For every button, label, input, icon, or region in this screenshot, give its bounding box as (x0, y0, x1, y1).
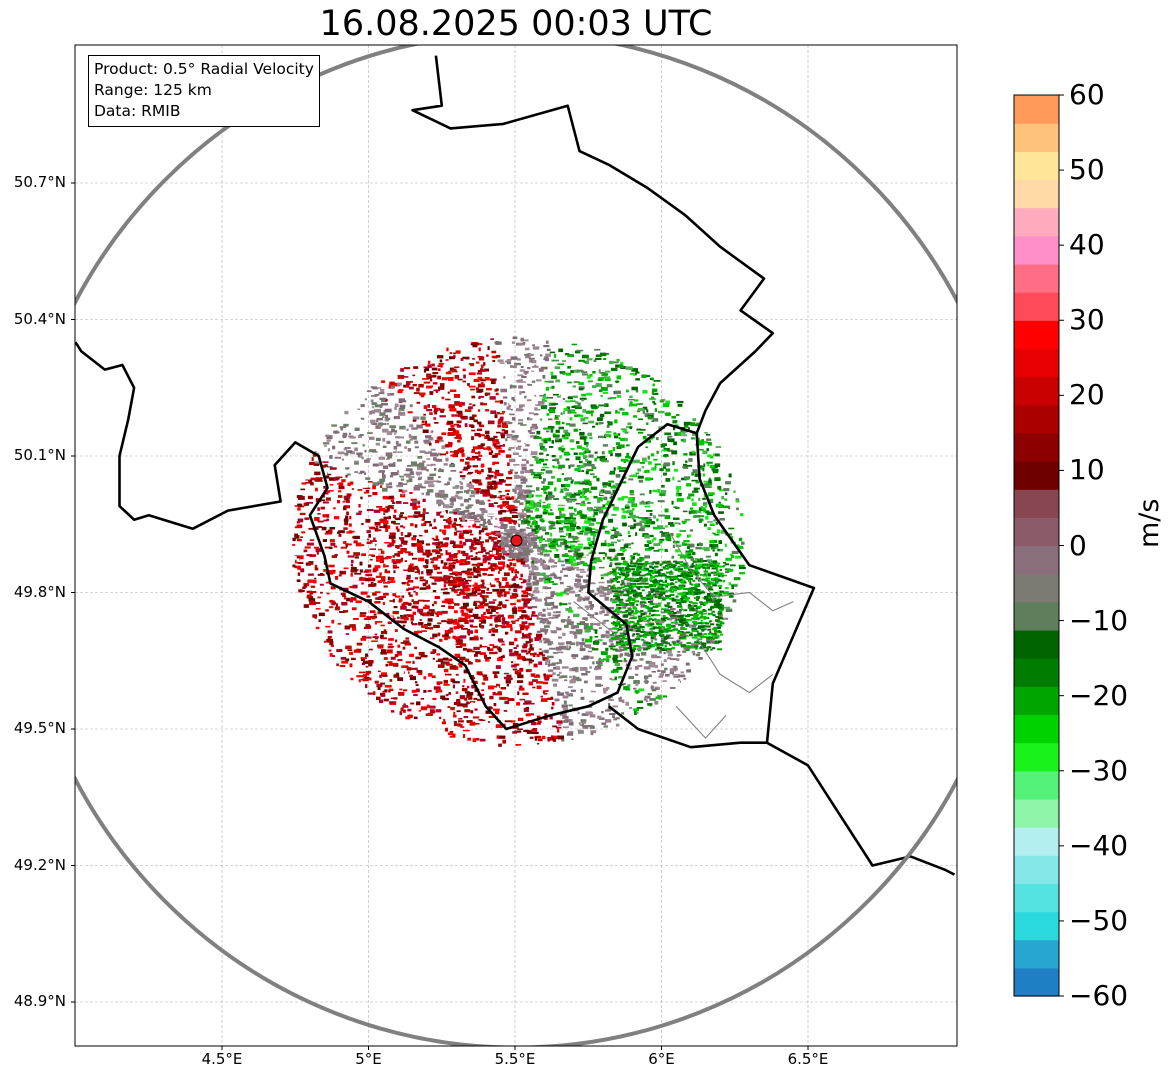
admin-border (573, 601, 621, 639)
colorbar-segment (1014, 207, 1059, 237)
lat-tick-label: 49.5°N (13, 719, 66, 737)
lon-tick-label: 5°E (355, 1050, 382, 1068)
lat-tick-label: 50.1°N (13, 446, 66, 464)
info-product: Product: 0.5° Radial Velocity (94, 60, 314, 78)
colorbar-tick-label: −60 (1069, 978, 1129, 1012)
colorbar-tick-label: 20 (1069, 378, 1105, 412)
colorbar-segment (1014, 517, 1059, 547)
lat-tick-label: 48.9°N (13, 992, 66, 1010)
country-borders (75, 55, 956, 876)
colorbar-tick-label: −30 (1069, 753, 1129, 787)
colorbar-tick-label: 40 (1069, 227, 1105, 261)
axis-ticks (71, 182, 809, 1050)
colorbar-segment (1014, 461, 1059, 490)
colorbar-segment (1014, 714, 1059, 744)
colorbar-segment (1014, 123, 1059, 152)
colorbar-segment (1014, 376, 1059, 406)
colorbar (1013, 94, 1064, 997)
luxembourg-border (608, 433, 816, 749)
product-info-box: Product: 0.5° Radial Velocity Range: 125… (88, 55, 320, 127)
colorbar-segment (1014, 686, 1059, 716)
colorbar-tick-label: 30 (1069, 303, 1105, 337)
map-frame (74, 44, 958, 1047)
colorbar-segment (1014, 939, 1059, 969)
lat-tick-label: 50.4°N (13, 309, 66, 328)
lat-tick-label: 49.8°N (13, 582, 66, 601)
admin-border (696, 637, 774, 694)
colorbar-segment (1014, 95, 1059, 124)
colorbar-segment (1014, 545, 1059, 575)
belgium-border (75, 55, 775, 731)
colorbar-segment (1014, 151, 1059, 181)
range-ring (75, 45, 957, 1046)
colorbar-segment (1014, 320, 1059, 350)
colorbar-segment (1014, 235, 1059, 265)
colorbar-segment (1014, 629, 1059, 659)
france-germany-border (766, 741, 956, 876)
colorbar-segment (1014, 883, 1059, 913)
colorbar-segment (1014, 432, 1059, 462)
map-title: 16.08.2025 00:03 UTC (319, 4, 713, 44)
colorbar-tick-label: 60 (1069, 77, 1105, 111)
colorbar-segment (1014, 827, 1059, 856)
colorbar-segment (1014, 263, 1059, 293)
colorbar-segment (1014, 855, 1059, 884)
colorbar-tick-label: 0 (1069, 528, 1087, 562)
colorbar-segment (1014, 742, 1059, 772)
lat-tick-label: 49.2°N (13, 855, 66, 874)
colorbar-tick-label: 10 (1069, 453, 1105, 487)
colorbar-segment (1014, 404, 1059, 434)
colorbar-segment (1014, 658, 1059, 687)
colorbar-segment (1014, 292, 1059, 321)
colorbar-tick-label: −10 (1069, 603, 1129, 637)
info-data-source: Data: RMIB (94, 102, 181, 120)
colorbar-segment (1014, 179, 1059, 209)
colorbar-tick-label: −50 (1069, 903, 1129, 937)
colorbar-segment (1014, 798, 1059, 828)
lon-tick-label: 5.5°E (494, 1050, 536, 1068)
colorbar-tick-label: 50 (1069, 152, 1105, 186)
colorbar-tick-label: −40 (1069, 828, 1129, 862)
colorbar-segment (1014, 348, 1059, 378)
colorbar-segment (1014, 489, 1059, 518)
colorbar-segment (1014, 770, 1059, 800)
colorbar-segment (1014, 911, 1059, 941)
admin-border (675, 705, 727, 739)
lon-tick-label: 6.5°E (787, 1050, 829, 1068)
colorbar-unit-label: m/s (1134, 498, 1165, 548)
colorbar-tick-label: −20 (1069, 678, 1129, 712)
lon-tick-label: 6°E (648, 1050, 675, 1068)
colorbar-segment (1014, 573, 1059, 603)
radar-site-marker (510, 534, 523, 547)
admin-border (669, 533, 794, 612)
lon-tick-label: 4.5°E (201, 1050, 243, 1068)
colorbar-segment (1014, 601, 1059, 631)
info-range: Range: 125 km (94, 81, 212, 99)
colorbar-segment (1014, 967, 1059, 997)
lat-tick-label: 50.7°N (13, 173, 66, 191)
